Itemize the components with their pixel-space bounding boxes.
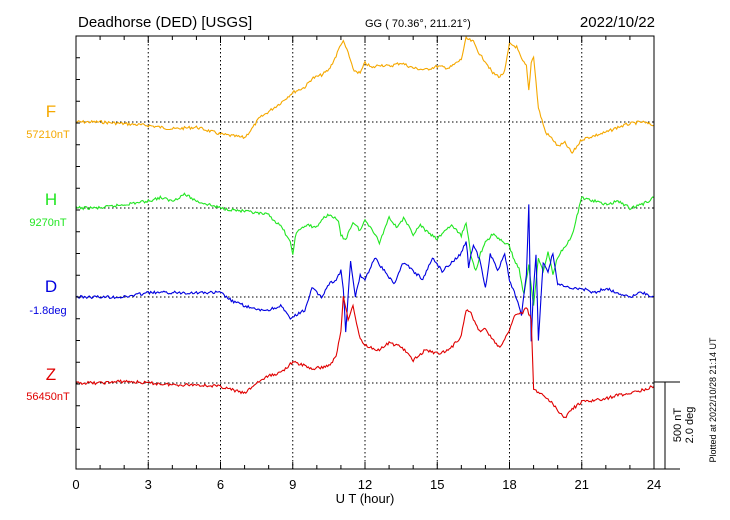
x-tick-label: 21	[575, 477, 589, 492]
series-name-h: H	[45, 190, 57, 209]
scale-label-nt: 500 nT	[672, 408, 684, 443]
x-tick-label: 3	[145, 477, 152, 492]
series-labels: F 57210nT H 9270nT D -1.8deg Z 56450nT	[26, 102, 70, 403]
x-tick-label: 15	[430, 477, 444, 492]
series-line-d	[75, 204, 655, 342]
scale-bar: 500 nT 2.0 deg	[654, 381, 696, 470]
chart-title: Deadhorse (DED) [USGS]	[78, 14, 252, 31]
series-baseline-d: -1.8deg	[29, 305, 66, 317]
series-name-f: F	[46, 102, 56, 121]
x-tick-label: 0	[72, 477, 79, 492]
x-tick-label: 9	[289, 477, 296, 492]
x-tick-label: 12	[358, 477, 372, 492]
series-name-z: Z	[46, 365, 56, 384]
x-axis-label: U T (hour)	[336, 491, 395, 506]
x-tick-label: 24	[647, 477, 661, 492]
series-lines	[75, 35, 655, 419]
x-axis-ticks: 0 3 6 9 12 15 18 21 24	[72, 35, 661, 492]
x-tick-label: 18	[502, 477, 516, 492]
plotted-note: Plotted at 2022/10/28 21:14 UT	[708, 337, 718, 463]
grid-lines	[76, 36, 654, 469]
series-baseline-h: 9270nT	[29, 217, 67, 229]
x-tick-label: 6	[217, 477, 224, 492]
series-baseline-z: 56450nT	[26, 391, 70, 403]
scale-label-deg: 2.0 deg	[684, 407, 696, 444]
series-name-d: D	[45, 277, 57, 296]
series-baseline-f: 57210nT	[26, 129, 70, 141]
date-label: 2022/10/22	[580, 14, 655, 31]
series-line-h	[75, 192, 655, 306]
series-line-z	[75, 296, 655, 419]
series-line-f	[75, 35, 655, 154]
coords-label: GG ( 70.36°, 211.21°)	[365, 18, 471, 30]
